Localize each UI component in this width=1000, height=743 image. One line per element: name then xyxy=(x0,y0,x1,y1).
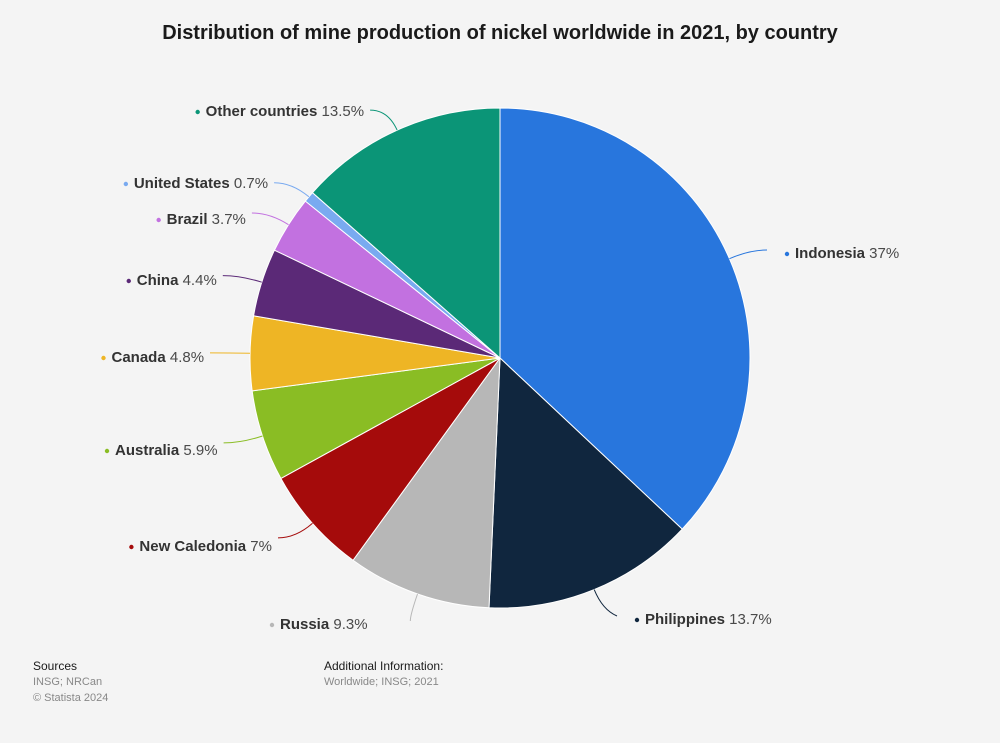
slice-label-name: Indonesia xyxy=(795,245,866,262)
slice-label-australia: Australia 5.9% xyxy=(104,442,218,459)
slice-label-united-states: United States 0.7% xyxy=(123,175,268,192)
slice-label-new-caledonia: New Caledonia 7% xyxy=(129,538,272,555)
additional-info-block: Additional Information: Worldwide; INSG;… xyxy=(324,658,443,690)
slice-label-value: 4.8% xyxy=(166,349,204,366)
sources-heading[interactable]: Sources xyxy=(33,659,78,673)
chart-title: Distribution of mine production of nicke… xyxy=(162,22,838,44)
slice-label-value: 3.7% xyxy=(208,211,246,228)
pie-slice-russia[interactable] xyxy=(352,356,501,609)
leader-line-china xyxy=(222,275,262,283)
additional-info-text: Worldwide; INSG; 2021 xyxy=(324,676,439,688)
leader-line-philippines xyxy=(593,589,618,617)
slice-label-value: 0.7% xyxy=(230,175,268,192)
slice-label-dot xyxy=(269,622,275,628)
leader-line-united-states xyxy=(274,182,310,198)
slice-label-value: 37% xyxy=(865,245,899,262)
slice-label-value: 13.7% xyxy=(725,611,772,628)
slice-label-philippines: Philippines 13.7% xyxy=(634,611,772,628)
slice-label-dot xyxy=(126,278,131,284)
slice-label-other-countries: Other countries 13.5% xyxy=(195,103,364,120)
leader-line-indonesia xyxy=(729,249,768,260)
leader-line-australia xyxy=(223,435,263,444)
svg-text:Other countries 13.5%: Other countries 13.5% xyxy=(206,103,364,120)
slice-label-dot xyxy=(156,217,161,223)
slice-label-dot xyxy=(101,355,106,361)
slice-label-value: 7% xyxy=(246,538,272,555)
slice-label-name: Brazil xyxy=(167,211,208,228)
svg-text:New Caledonia 7%: New Caledonia 7% xyxy=(139,538,272,555)
slice-label-dot xyxy=(784,251,790,257)
slice-label-name: Canada xyxy=(112,349,167,366)
slice-label-name: Australia xyxy=(115,442,180,459)
pie-slice-new-caledonia[interactable] xyxy=(280,357,501,561)
leader-line-new-caledonia xyxy=(277,522,313,539)
svg-text:Russia 9.3%: Russia 9.3% xyxy=(280,616,368,633)
sources-text: INSG; NRCan xyxy=(33,676,103,688)
svg-text:Indonesia 37%: Indonesia 37% xyxy=(795,245,899,262)
slice-label-dot xyxy=(195,109,200,115)
leader-lines xyxy=(209,109,768,622)
slice-label-value: 5.9% xyxy=(179,442,217,459)
pie-slice-other-countries[interactable] xyxy=(311,107,501,360)
slice-label-dot xyxy=(104,448,110,454)
slice-label-value: 13.5% xyxy=(317,103,364,120)
leader-line-other-countries xyxy=(370,109,398,131)
pie-slice-philippines[interactable] xyxy=(488,356,683,609)
slice-label-dot xyxy=(634,617,640,623)
pie-slices xyxy=(249,107,751,609)
additional-info-heading[interactable]: Additional Information: xyxy=(324,659,444,673)
svg-text:Philippines 13.7%: Philippines 13.7% xyxy=(645,611,772,628)
copyright-text: © Statista 2024 xyxy=(33,692,109,704)
svg-text:United States 0.7%: United States 0.7% xyxy=(134,175,268,192)
slice-label-name: Philippines xyxy=(645,611,725,628)
slice-label-name: China xyxy=(137,272,179,289)
slice-labels: Indonesia 37% Philippines 13.7% Russia 9.3… xyxy=(101,103,899,633)
slice-label-indonesia: Indonesia 37% xyxy=(784,245,899,262)
slice-label-name: United States xyxy=(134,175,230,192)
slice-label-russia: Russia 9.3% xyxy=(269,616,368,633)
slice-label-value: 9.3% xyxy=(329,616,367,633)
sources-block: Sources INSG; NRCan © Statista 2024 xyxy=(33,658,108,706)
slice-label-value: 4.4% xyxy=(178,272,216,289)
slice-label-brazil: Brazil 3.7% xyxy=(156,211,246,228)
slice-label-name: Other countries xyxy=(206,103,318,120)
slice-label-dot xyxy=(123,181,129,187)
svg-text:Brazil 3.7%: Brazil 3.7% xyxy=(167,211,246,228)
pie-slice-indonesia[interactable] xyxy=(499,107,751,530)
slice-label-china: China 4.4% xyxy=(126,272,217,289)
slice-label-name: New Caledonia xyxy=(139,538,246,555)
slice-label-canada: Canada 4.8% xyxy=(101,349,204,366)
svg-text:Australia 5.9%: Australia 5.9% xyxy=(115,442,218,459)
slice-label-dot xyxy=(129,544,134,550)
svg-text:China 4.4%: China 4.4% xyxy=(137,272,217,289)
svg-text:Canada 4.8%: Canada 4.8% xyxy=(112,349,205,366)
slice-label-name: Russia xyxy=(280,616,330,633)
leader-line-russia xyxy=(409,593,418,622)
leader-line-brazil xyxy=(251,212,289,226)
